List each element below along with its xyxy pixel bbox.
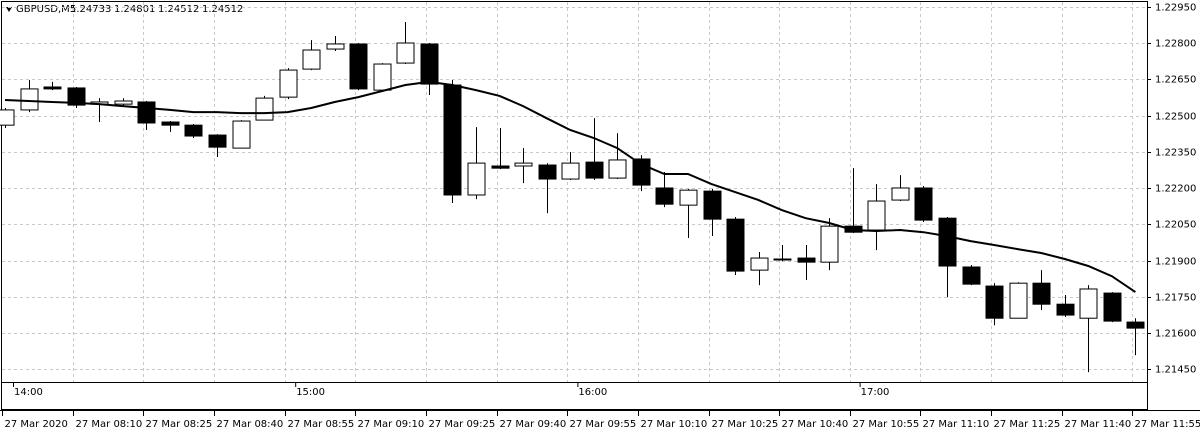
time-strip-label: 16:00 bbox=[578, 387, 607, 398]
header-value: 1.24512 bbox=[158, 4, 199, 15]
candle-body bbox=[1103, 292, 1122, 322]
y-tick-label: 1.21450 bbox=[1155, 365, 1196, 376]
x-tick-label: 27 Mar 09:55 bbox=[570, 419, 637, 430]
candle-body bbox=[679, 189, 698, 206]
candle-body bbox=[184, 124, 203, 137]
marks bbox=[0, 21, 1145, 373]
candle-body bbox=[914, 187, 933, 221]
y-tick-label: 1.22950 bbox=[1155, 3, 1196, 14]
y-tick-label: 1.22800 bbox=[1155, 39, 1196, 50]
x-tick-label: 27 Mar 11:25 bbox=[994, 419, 1061, 430]
candle-body bbox=[232, 120, 251, 149]
candle-body bbox=[608, 159, 627, 179]
candle-body bbox=[255, 97, 274, 121]
x-tick-label: 27 Mar 11:40 bbox=[1065, 419, 1132, 430]
candle-body bbox=[373, 63, 392, 91]
y-tick-label: 1.21900 bbox=[1155, 257, 1196, 268]
x-tick-label: 27 Mar 09:40 bbox=[500, 419, 567, 430]
candle-body bbox=[420, 43, 439, 85]
candle-body bbox=[867, 200, 886, 231]
candle-body bbox=[726, 218, 745, 272]
x-tick-label: 27 Mar 08:55 bbox=[288, 419, 355, 430]
chart-title: GBPUSD,M5 bbox=[16, 4, 76, 15]
symbol-icon bbox=[6, 7, 12, 12]
x-tick-label: 27 Mar 08:40 bbox=[217, 419, 284, 430]
header-value: 1.24801 bbox=[114, 4, 155, 15]
y-tick-label: 1.22500 bbox=[1155, 112, 1196, 123]
candle-body bbox=[797, 257, 816, 263]
candle-body bbox=[1009, 282, 1028, 319]
time-strip-label: 17:00 bbox=[861, 387, 890, 398]
candle-body bbox=[820, 225, 839, 263]
candle-body bbox=[20, 88, 39, 111]
time-strip-label: 14:00 bbox=[14, 387, 43, 398]
candle-body bbox=[443, 84, 462, 196]
y-tick-label: 1.21600 bbox=[1155, 329, 1196, 340]
x-tick-label: 27 Mar 10:10 bbox=[641, 419, 708, 430]
candle-body bbox=[396, 42, 415, 64]
candle-body bbox=[632, 158, 651, 186]
time-strip-label: 15:00 bbox=[296, 387, 325, 398]
candle-body bbox=[750, 257, 769, 271]
candle-body bbox=[938, 217, 957, 267]
axes: 1.22950 1.22800 1.22650 1.22500 1.22350 1.222… bbox=[2, 3, 1200, 430]
candle-body bbox=[161, 121, 180, 126]
candle-body bbox=[302, 49, 321, 70]
candle-body bbox=[326, 43, 345, 50]
y-tick-label: 1.22350 bbox=[1155, 148, 1196, 159]
header-value: 1.24733 bbox=[70, 4, 111, 15]
y-tick-label: 1.21750 bbox=[1155, 293, 1196, 304]
candle-body bbox=[114, 100, 133, 105]
candle-body bbox=[655, 187, 674, 205]
candle-body bbox=[491, 165, 510, 169]
x-tick-label: 27 Mar 09:25 bbox=[429, 419, 496, 430]
candle-body bbox=[891, 187, 910, 201]
x-tick-label: 27 Mar 11:10 bbox=[923, 419, 990, 430]
candle-body bbox=[43, 86, 62, 90]
candle-body bbox=[0, 109, 15, 126]
header-values: 1.24733 1.24801 1.24512 1.24512 bbox=[70, 4, 243, 15]
candle-body bbox=[1079, 288, 1098, 319]
time-strip-frame bbox=[1, 382, 1148, 410]
candle-body bbox=[514, 162, 533, 167]
x-tick-label: 27 Mar 10:40 bbox=[782, 419, 849, 430]
candle-body bbox=[985, 285, 1004, 319]
candle-body bbox=[349, 43, 368, 90]
candle-body bbox=[137, 101, 156, 124]
candle-body bbox=[585, 161, 604, 179]
candle-body bbox=[1032, 282, 1051, 305]
x-tick-label: 27 Mar 10:55 bbox=[853, 419, 920, 430]
candle-body bbox=[1126, 321, 1145, 329]
candle-body bbox=[279, 69, 298, 98]
x-tick-label: 27 Mar 08:25 bbox=[146, 419, 213, 430]
candle-body bbox=[467, 162, 486, 196]
candle-body bbox=[561, 162, 580, 180]
candle-body bbox=[208, 134, 227, 148]
x-tick-label: 27 Mar 10:25 bbox=[712, 419, 779, 430]
candle-body bbox=[1056, 303, 1075, 316]
x-tick-label: 27 Mar 2020 bbox=[5, 419, 68, 430]
header-value: 1.24512 bbox=[202, 4, 243, 15]
moving-average bbox=[4, 80, 1136, 293]
candle-body bbox=[538, 164, 557, 180]
x-tick-label: 27 Mar 08:10 bbox=[76, 419, 143, 430]
candle-body bbox=[962, 266, 981, 285]
candle-body bbox=[703, 190, 722, 220]
y-tick-label: 1.22650 bbox=[1155, 75, 1196, 86]
candle-body bbox=[773, 258, 792, 261]
x-tick-label: 27 Mar 09:10 bbox=[358, 419, 425, 430]
y-tick-label: 1.22050 bbox=[1155, 220, 1196, 231]
y-tick-label: 1.22200 bbox=[1155, 184, 1196, 195]
x-tick-label: 27 Mar 11:55 bbox=[1135, 419, 1200, 430]
candle-body bbox=[67, 87, 86, 106]
